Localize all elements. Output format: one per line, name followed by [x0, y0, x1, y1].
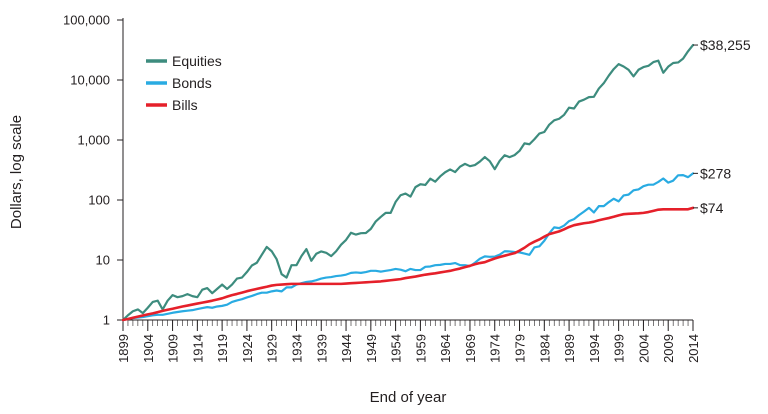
x-tick-label: 1969	[463, 334, 478, 363]
x-tick-label: 1934	[289, 334, 304, 363]
x-tick-label: 2009	[661, 334, 676, 363]
x-tick-label: 1899	[116, 334, 131, 363]
legend-label-bills: Bills	[172, 97, 198, 113]
y-tick-label: 1,000	[77, 133, 110, 148]
x-tick-label: 1929	[265, 334, 280, 363]
y-tick-label: 10,000	[70, 73, 110, 88]
series-line-bills	[121, 206, 695, 322]
x-tick-label: 2014	[686, 334, 701, 363]
x-tick-label: 1944	[339, 334, 354, 363]
x-tick-label: 1954	[389, 334, 404, 363]
x-tick-label: 2004	[636, 334, 651, 363]
x-axis: 1899 1904 1909 1914 1919 1924 1929 1934 1939 1944…	[116, 319, 701, 363]
y-axis-title: Dollars, log scale	[8, 115, 25, 229]
x-tick-label: 1914	[190, 334, 205, 363]
x-tick-label: 1909	[166, 334, 181, 363]
y-axis: 1 10 100 1,000 10,000 100,000	[63, 13, 124, 328]
x-tick-label: 1979	[513, 334, 528, 363]
series-layer	[121, 43, 695, 322]
end-label-bonds: $278	[700, 165, 731, 181]
x-tick-label: 1964	[438, 334, 453, 363]
x-tick-label: 1999	[612, 334, 627, 363]
y-tick-label: 100	[88, 193, 110, 208]
x-tick-label: 1984	[537, 334, 552, 363]
x-tick-label: 1959	[413, 334, 428, 363]
end-label-bills: $74	[700, 200, 724, 216]
x-tick-label: 1939	[314, 334, 329, 363]
end-labels: $38,255 $278 $74	[693, 37, 751, 216]
y-tick-label: 10	[96, 253, 110, 268]
y-tick-label: 1	[103, 313, 110, 328]
end-label-equities: $38,255	[700, 37, 751, 53]
x-tick-label: 1904	[141, 334, 156, 363]
legend-label-equities: Equities	[172, 53, 222, 69]
series-line-equities	[121, 43, 695, 322]
legend: Equities Bonds Bills	[146, 53, 222, 113]
y-tick-label: 100,000	[63, 13, 110, 28]
x-tick-label: 1924	[240, 334, 255, 363]
x-tick-label: 1974	[488, 334, 503, 363]
x-tick-label: 1949	[364, 334, 379, 363]
x-tick-label: 1989	[562, 334, 577, 363]
legend-label-bonds: Bonds	[172, 75, 212, 91]
x-axis-title: End of year	[370, 389, 447, 406]
x-tick-label: 1994	[587, 334, 602, 363]
series-line-bonds	[121, 172, 695, 322]
x-tick-label: 1919	[215, 334, 230, 363]
